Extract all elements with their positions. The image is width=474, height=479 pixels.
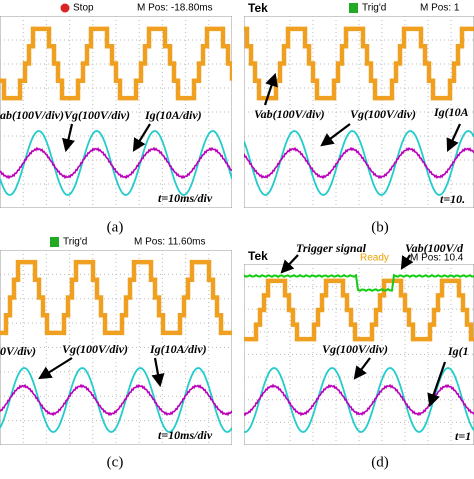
- label: Ig(10A/div): [144, 108, 202, 122]
- panel-c-text: Trig'd M Pos: 11.60ms 0V/div) Vg(100V/di…: [0, 237, 213, 442]
- status: Trig'd: [362, 3, 386, 14]
- label: 0V/div): [0, 344, 36, 358]
- panel-a-text: Stop M Pos: -18.80ms ab(100V/div) Vg(100…: [0, 3, 213, 205]
- trigger-wave: [244, 273, 474, 292]
- scope-panel: [244, 264, 474, 445]
- panel-b-text: Tek Trig'd M Pos: 1 Vab(100V/div) Vg(100…: [248, 1, 469, 206]
- status: Trig'd: [63, 237, 87, 248]
- brand: Tek: [248, 249, 268, 263]
- label: Ig(10A: [433, 105, 469, 119]
- caption: (c): [107, 454, 124, 470]
- label: ab(100V/div): [0, 108, 64, 122]
- scope-panel: [0, 250, 232, 445]
- status: Stop: [73, 3, 94, 14]
- trig-icon: [349, 3, 358, 13]
- label: Vg(100V/div): [350, 107, 416, 121]
- scope-panel: [244, 16, 474, 208]
- label: Ig(1: [447, 344, 469, 358]
- panel-d-text: Tek Ready M Pos: 10.4 Trigger signal Vab…: [248, 241, 471, 443]
- grid: [0, 250, 232, 445]
- label: Vab(100V/div): [254, 107, 325, 121]
- time-scale: t=10ms/div: [158, 191, 213, 205]
- scope-panel: [0, 16, 232, 208]
- vg-wave: [0, 130, 232, 196]
- label: Vg(100V/div): [62, 342, 128, 356]
- time-scale: t=10.: [440, 192, 465, 206]
- vab-wave: [0, 259, 232, 336]
- m-pos: M Pos: -18.80ms: [137, 3, 213, 14]
- ig-wave: [0, 383, 232, 417]
- vab-wave: [244, 26, 474, 101]
- time-scale: t=1: [455, 429, 471, 443]
- m-pos: M Pos: 1: [420, 3, 460, 14]
- vab-wave: [244, 278, 474, 342]
- label: Vg(100V/div): [64, 108, 130, 122]
- vab-wave: [0, 26, 232, 101]
- caption: (d): [371, 454, 389, 470]
- label: Vab(100V/d: [405, 241, 464, 255]
- ig-wave: [0, 146, 232, 180]
- brand: Tek: [248, 1, 268, 15]
- time-scale: t=10ms/div: [158, 428, 213, 442]
- ig-wave: [244, 146, 474, 180]
- m-pos: M Pos: 11.60ms: [134, 237, 206, 248]
- caption: (a): [107, 219, 124, 235]
- stop-icon: [60, 3, 70, 13]
- vg-wave: [0, 367, 232, 433]
- label: Vg(100V/div): [322, 342, 388, 356]
- status: Ready: [360, 253, 389, 264]
- m-pos: M Pos: 10.4: [410, 253, 464, 264]
- caption: (b): [371, 219, 389, 235]
- vg-wave: [244, 130, 474, 196]
- label: Ig(10A/div): [149, 342, 207, 356]
- label: Trigger signal: [296, 241, 367, 255]
- trig-icon: [50, 237, 59, 247]
